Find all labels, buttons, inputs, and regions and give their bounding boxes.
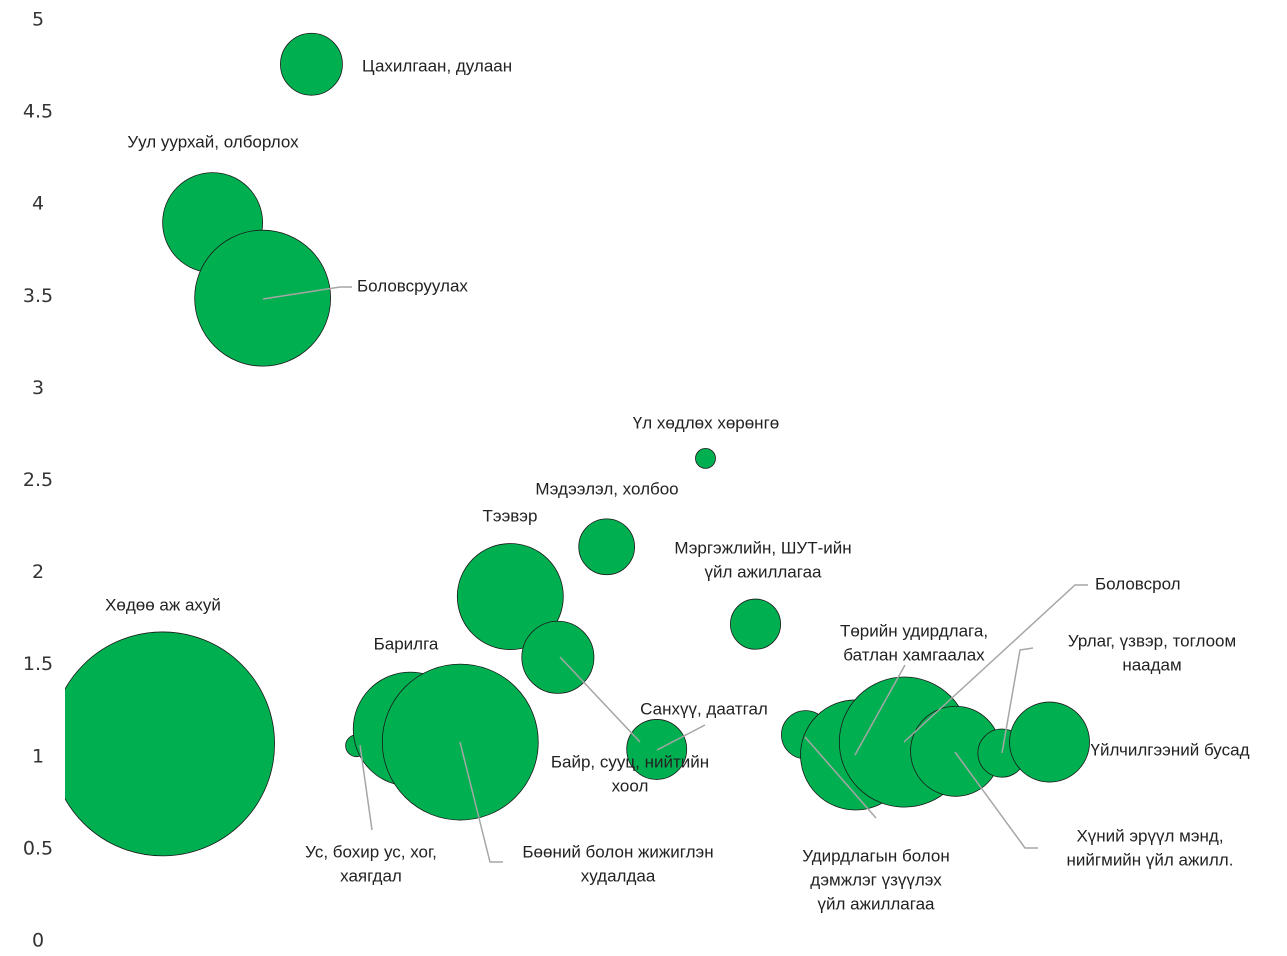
data-label: Барилга (374, 634, 439, 653)
data-label: дэмжлэг үзүүлэх (810, 870, 942, 889)
leader-line (459, 741, 503, 863)
data-label: Урлаг, үзвэр, тоглоом (1068, 631, 1236, 650)
data-label: Удирдлагын болон (802, 846, 950, 865)
data-label: Ус, бохир ус, хог, (305, 842, 437, 861)
bubble (456, 543, 564, 650)
y-tick-label: 1 (32, 745, 44, 767)
data-label: Тээвэр (483, 506, 538, 525)
data-label: Мэргэжлийн, ШУТ-ийн (674, 538, 851, 557)
bubble (578, 518, 636, 576)
data-label: Боловсруулах (357, 276, 468, 295)
bubble (194, 229, 332, 367)
bubble (730, 598, 782, 650)
y-tick-label: 4.5 (23, 101, 53, 123)
data-label: батлан хамгаалах (843, 645, 985, 664)
data-label: Хөдөө аж ахуй (105, 595, 221, 614)
data-label: Боловсрол (1095, 574, 1181, 593)
data-label: Бөөний болон жижиглэн (522, 842, 713, 861)
y-tick-label: 2.5 (23, 469, 53, 491)
data-label: худалдаа (581, 866, 656, 885)
y-tick-label: 5 (32, 9, 44, 31)
data-label: нийгмийн үйл ажилл. (1067, 850, 1234, 869)
leader-line (1001, 647, 1034, 754)
leader-line (804, 736, 877, 819)
leader-line (903, 584, 1088, 743)
y-tick-label: 4 (32, 193, 44, 215)
leader-line (262, 286, 352, 300)
bubble (1009, 701, 1090, 783)
data-label: Хүний эрүүл мэнд, (1076, 826, 1223, 845)
data-label: Байр, сууц, нийтийн (551, 752, 709, 771)
data-label: наадам (1122, 655, 1181, 674)
y-tick-label: 3.5 (23, 285, 53, 307)
data-label: хаягдал (340, 866, 402, 885)
y-tick-label: 1.5 (23, 653, 53, 675)
leader-lines (262, 286, 1088, 863)
data-label: үйл ажиллагаа (818, 894, 936, 913)
y-tick-label: 3 (32, 377, 44, 399)
y-tick-label: 0.5 (23, 837, 53, 859)
data-label: хоол (612, 776, 649, 795)
labels: Цахилгаан, дулаан Уул уурхай, олборлох Бол… (105, 56, 1249, 913)
leader-line (954, 751, 1038, 849)
y-tick-label: 0 (32, 930, 44, 952)
data-label: Уул уурхай, олборлох (127, 132, 299, 151)
data-label: Мэдээлэл, холбоо (535, 479, 678, 498)
bubble (521, 620, 595, 694)
leader-line (359, 744, 373, 831)
bubble (626, 719, 688, 780)
leader-line (559, 656, 641, 743)
data-label: Төрийн удирдлага, (840, 621, 988, 640)
bubble (695, 447, 716, 469)
data-label: Үл хөдлөх хөрөнгө (633, 413, 779, 432)
leader-line (656, 724, 706, 751)
y-tick-label: 2 (32, 561, 44, 583)
bubble (280, 32, 343, 96)
data-label: үйл ажиллагаа (705, 562, 823, 581)
bubble (65, 631, 275, 857)
data-label: Үйлчилгээний бусад (1091, 740, 1250, 759)
data-label: Санхүү, даатгал (640, 699, 768, 718)
data-label: Цахилгаан, дулаан (362, 56, 512, 75)
leader-line (854, 664, 906, 756)
plot-area (65, 32, 1090, 857)
